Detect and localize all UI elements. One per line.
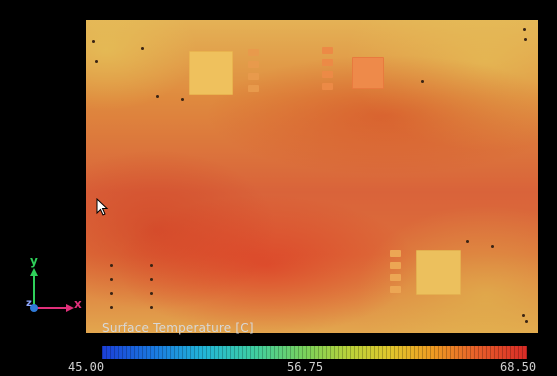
via-dot [110, 292, 113, 295]
component-pad [248, 85, 259, 92]
component-pad [390, 286, 401, 293]
axis-label-x: x [74, 297, 82, 311]
via-dot [421, 80, 424, 83]
via-dot [150, 278, 153, 281]
colorbar-min-label: 45.00 [68, 360, 105, 374]
component-pad [322, 59, 333, 66]
via-dot [150, 264, 153, 267]
component-chip-top-right [352, 57, 384, 89]
axis-triad-graphic [30, 268, 74, 312]
colorbar-max-label: 68.50 [500, 360, 537, 374]
via-dot [524, 38, 527, 41]
legend-title: Surface Temperature [C] [102, 321, 254, 335]
via-dot [92, 40, 95, 43]
component-pad [390, 262, 401, 269]
axis-label-z: z [26, 298, 32, 309]
via-dot [150, 292, 153, 295]
temperature-colorbar [102, 346, 527, 359]
via-dot [150, 306, 153, 309]
pcb-thermal-map[interactable] [86, 20, 538, 333]
via-dot [95, 60, 98, 63]
axis-triad: y x z [20, 254, 90, 326]
via-dot [491, 245, 494, 248]
colorbar-mid-label: 56.75 [287, 360, 324, 374]
axis-label-y: y [30, 254, 38, 268]
via-dot [110, 306, 113, 309]
via-dot [522, 314, 525, 317]
component-chip-bottom-right [416, 250, 461, 295]
via-dot [110, 278, 113, 281]
component-pad [248, 73, 259, 80]
via-dot [466, 240, 469, 243]
component-pad [322, 83, 333, 90]
component-pad [248, 49, 259, 56]
component-pad [322, 47, 333, 54]
via-dot [110, 264, 113, 267]
via-dot [141, 47, 144, 50]
mouse-cursor-icon [96, 198, 109, 216]
component-pad [390, 250, 401, 257]
via-dot [525, 320, 528, 323]
via-dot [156, 95, 159, 98]
component-pad [248, 61, 259, 68]
component-pad [322, 71, 333, 78]
via-dot [181, 98, 184, 101]
component-pad [390, 274, 401, 281]
via-dot [523, 28, 526, 31]
component-chip-top-left [189, 51, 233, 95]
